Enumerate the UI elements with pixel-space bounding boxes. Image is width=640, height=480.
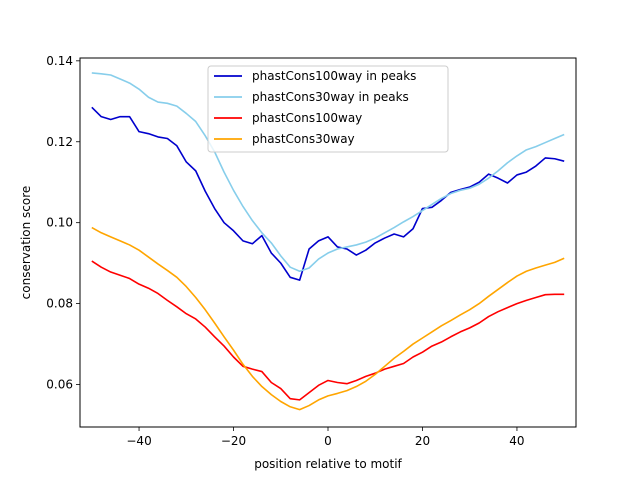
legend-label-phastcons30way-in-peaks: phastCons30way in peaks bbox=[252, 90, 409, 104]
series-line-phastcons100way bbox=[91, 260, 565, 401]
y-tick-label: 0.08 bbox=[46, 297, 73, 311]
series-layer bbox=[91, 72, 565, 411]
legend: phastCons100way in peaks phastCons30way … bbox=[207, 65, 449, 153]
x-tick-label: 0 bbox=[324, 434, 332, 448]
x-axis-label: position relative to motif bbox=[254, 457, 402, 471]
y-tick-label: 0.14 bbox=[46, 54, 73, 68]
x-axis: −40 −20 0 20 40 bbox=[126, 427, 525, 448]
y-axis: 0.06 0.08 0.10 0.12 0.14 bbox=[46, 54, 80, 392]
series-line-phastcons30way bbox=[91, 226, 565, 411]
legend-label-phastcons100way: phastCons100way bbox=[252, 111, 362, 125]
y-tick-label: 0.06 bbox=[46, 378, 73, 392]
legend-label-phastcons30way: phastCons30way bbox=[252, 132, 355, 146]
legend-label-phastcons100way-in-peaks: phastCons100way in peaks bbox=[252, 69, 416, 83]
x-tick-label: 20 bbox=[415, 434, 430, 448]
x-tick-label: −40 bbox=[126, 434, 151, 448]
y-tick-label: 0.10 bbox=[46, 216, 73, 230]
y-axis-label: conservation score bbox=[19, 186, 33, 300]
x-tick-label: 40 bbox=[509, 434, 524, 448]
series-line-phastcons100way-in-peaks bbox=[91, 106, 565, 281]
x-tick-label: −20 bbox=[221, 434, 246, 448]
series-line-phastcons30way-in-peaks bbox=[91, 72, 565, 273]
legend-box bbox=[207, 65, 449, 153]
y-tick-label: 0.12 bbox=[46, 135, 73, 149]
